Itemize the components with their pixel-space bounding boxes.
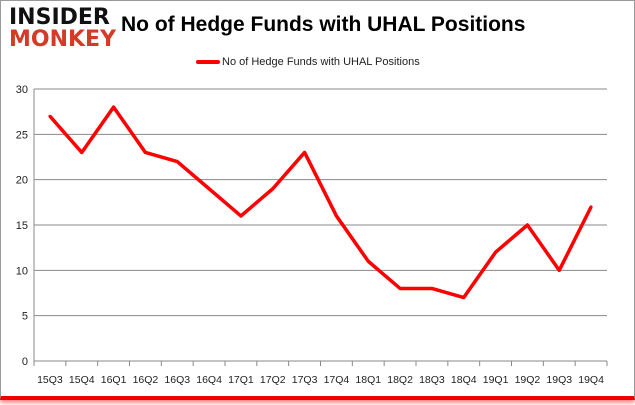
- data-point: [80, 150, 84, 154]
- insider-monkey-logo: INSIDER MONKEY: [9, 7, 119, 53]
- y-tick-label: 30: [16, 84, 28, 96]
- data-point: [494, 250, 498, 254]
- x-tick-label: 16Q2: [133, 374, 159, 386]
- x-tick-label: 15Q3: [37, 374, 63, 386]
- x-tick-label: 18Q3: [419, 374, 445, 386]
- x-tick-label: 15Q4: [69, 374, 95, 386]
- x-tick-label: 16Q1: [101, 374, 127, 386]
- x-tick-label: 18Q2: [387, 374, 413, 386]
- x-tick-label: 17Q4: [324, 374, 350, 386]
- logo-line2: MONKEY: [9, 27, 117, 52]
- data-point: [589, 205, 593, 209]
- chart-title: No of Hedge Funds with UHAL Positions: [121, 13, 526, 36]
- data-point: [334, 214, 338, 218]
- x-tick-label: 19Q2: [515, 374, 541, 386]
- x-tick-label: 17Q2: [260, 374, 286, 386]
- data-point: [48, 114, 52, 118]
- data-point: [525, 223, 529, 227]
- y-tick-label: 20: [16, 175, 28, 187]
- logo-line1: INSIDER: [9, 5, 110, 30]
- legend-swatch: [196, 60, 220, 64]
- y-tick-label: 15: [16, 220, 28, 232]
- data-point: [207, 187, 211, 191]
- data-point: [557, 268, 561, 272]
- x-tick-label: 17Q3: [292, 374, 318, 386]
- y-tick-label: 0: [22, 356, 28, 368]
- legend: No of Hedge Funds with UHAL Positions: [196, 56, 420, 68]
- data-point: [175, 160, 179, 164]
- legend-label: No of Hedge Funds with UHAL Positions: [222, 56, 420, 68]
- y-tick-label: 5: [22, 311, 28, 323]
- data-point: [239, 214, 243, 218]
- x-tick-label: 18Q4: [451, 374, 477, 386]
- series-line: [48, 105, 593, 300]
- data-point: [143, 150, 147, 154]
- plot-area: 0 5 10 15 20 25 30 15Q3 15Q4 16Q1 16Q2 16Q3 16Q4 17Q1…: [16, 84, 608, 386]
- x-tick-label: 19Q4: [578, 374, 604, 386]
- data-point: [366, 259, 370, 263]
- data-point: [462, 296, 466, 300]
- x-tick-label: 18Q1: [355, 374, 381, 386]
- data-point: [303, 150, 307, 154]
- x-tick-label: 19Q1: [483, 374, 509, 386]
- y-tick-label: 10: [16, 265, 28, 277]
- data-point: [112, 105, 116, 109]
- x-tick-label: 16Q4: [196, 374, 222, 386]
- data-point: [271, 187, 275, 191]
- x-tick-label: 19Q3: [546, 374, 572, 386]
- y-tick-label: 25: [16, 129, 28, 141]
- x-tick-label: 17Q1: [228, 374, 254, 386]
- data-point: [398, 286, 402, 290]
- data-point: [430, 286, 434, 290]
- x-tick-label: 16Q3: [164, 374, 190, 386]
